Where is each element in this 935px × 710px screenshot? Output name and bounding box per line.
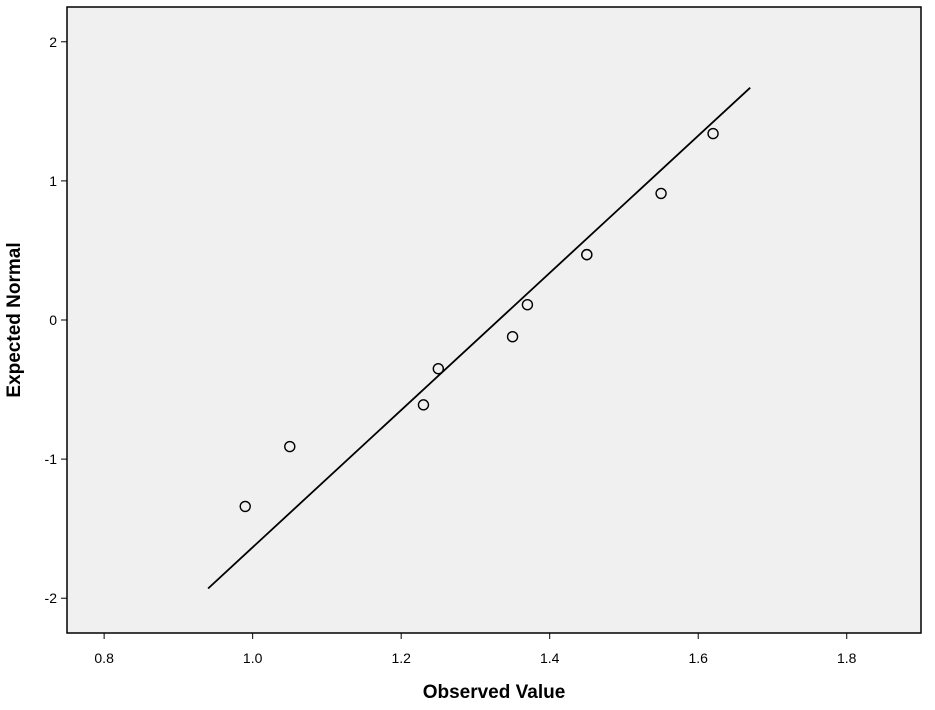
plot-area bbox=[66, 6, 922, 634]
y-axis-title: Expected Normal bbox=[4, 242, 25, 397]
data-point bbox=[521, 298, 534, 311]
data-point bbox=[417, 399, 430, 411]
data-point bbox=[284, 440, 296, 453]
y-tick-label: 1 bbox=[49, 173, 57, 189]
x-tick-label: 1.8 bbox=[837, 650, 857, 666]
x-axis-title: Observed Value bbox=[423, 682, 566, 703]
data-point bbox=[239, 500, 251, 513]
y-tick-label: 0 bbox=[49, 312, 57, 328]
data-point bbox=[506, 330, 519, 343]
data-point bbox=[655, 187, 667, 200]
x-axis-ticks: 0.8 1.0 1.2 1.4 1.6 1.8 bbox=[94, 633, 857, 666]
data-point bbox=[581, 248, 593, 261]
data-point bbox=[432, 362, 445, 375]
y-tick-label: 2 bbox=[49, 34, 57, 50]
x-tick-label: 1.0 bbox=[243, 650, 263, 666]
y-tick-label: -2 bbox=[45, 590, 58, 606]
reference-line bbox=[207, 87, 751, 590]
x-tick-label: 1.2 bbox=[391, 650, 411, 666]
x-tick-label: 0.8 bbox=[94, 650, 114, 666]
y-tick-label: -1 bbox=[45, 451, 58, 467]
x-tick-label: 1.6 bbox=[688, 650, 708, 666]
data-point bbox=[707, 127, 719, 140]
x-tick-label: 1.4 bbox=[540, 650, 560, 666]
data-points bbox=[239, 127, 719, 513]
y-axis-ticks: 2 1 0 -1 -2 bbox=[45, 34, 67, 606]
